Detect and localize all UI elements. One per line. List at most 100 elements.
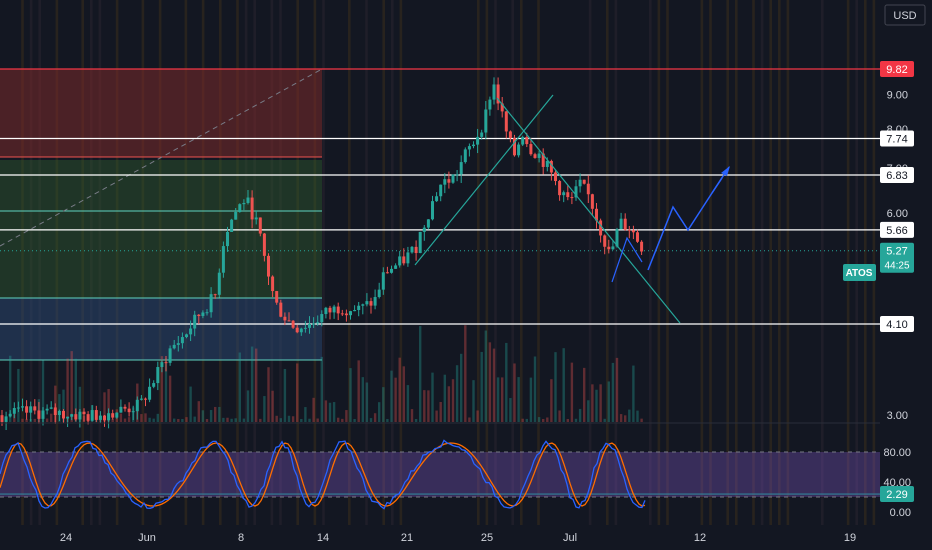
candle-body [353,310,357,312]
volume-bar [214,406,217,422]
price-axis[interactable]: USD 9.008.007.006.003.002.00 9.827.746.8… [880,0,932,550]
candle-body [53,407,57,416]
price-label-box [880,130,914,147]
volume-bar [9,355,12,422]
volume-bar [222,417,225,422]
candle-body [21,406,24,408]
volume-bar [578,408,582,422]
volume-bar [181,418,184,422]
volume-bar [423,390,426,422]
currency-badge[interactable] [884,4,926,26]
volume-bar [263,396,266,422]
volume-bar [45,418,49,422]
time-axis[interactable]: 24 Jun 8 14 21 25 Jul 12 19 [0,525,932,550]
candle-body [595,208,598,221]
session-stripe [657,0,661,525]
volume-bar [119,413,123,422]
candle-body [37,410,41,419]
volume-bar [33,418,36,422]
candle-body [49,407,53,409]
volume-bar [21,418,24,422]
candle-body [570,197,574,199]
candle-body [623,218,627,230]
session-stripe [778,0,781,525]
price-label-text: 7.74 [886,133,907,145]
volume-bar [345,410,348,422]
diagonal-dashed-line [0,68,323,247]
candle-body [226,231,229,247]
candle-body [148,386,152,400]
candle-body [287,320,291,322]
candle-body [250,197,254,220]
candle-body [463,149,467,163]
candles [0,77,644,430]
x-tick-label: 24 [60,532,72,544]
countdown-text: 44:25 [884,261,909,272]
candle-body [500,103,504,112]
volume-bar [378,402,381,422]
volume-bar [369,418,373,422]
volume-bar [312,397,315,422]
session-stripe [872,0,876,525]
session-stripe [365,0,368,525]
volume-bar [271,390,274,422]
candle-body [119,406,123,413]
volume-bar [419,326,422,422]
session-stripe [270,0,274,525]
price-label-text: 5.27 [886,246,907,258]
volume-bar [275,415,278,422]
candle-body [558,181,562,196]
candle-body [611,246,615,250]
price-label-box [880,61,914,77]
volume-bar [234,418,237,422]
volume-bar [615,357,619,422]
candle-body [94,410,98,420]
volume-bar [17,368,20,422]
candle-body [431,201,434,220]
session-stripe [477,0,480,525]
session-stripe [537,0,540,525]
flag-triangle [611,236,643,283]
volume-bar [484,330,487,422]
stoch-k-line [0,439,646,510]
candle-body [566,192,570,198]
volume-bar [505,342,508,422]
candle-body [312,323,316,325]
session-stripe [485,0,489,525]
candle-body [467,146,471,150]
price-label-box [880,242,914,273]
volume-bar [365,382,369,422]
candle-body [168,348,172,363]
volume-bar [382,387,385,422]
candle-body [504,111,508,132]
volume-bar [414,418,418,422]
price-axis-bg [880,0,932,550]
candle-body [422,227,426,232]
session-stripe [709,0,712,525]
x-tick-label: 8 [238,532,244,544]
volume-bar [168,375,172,422]
volume-bar [324,400,328,422]
price-label-box [880,167,914,184]
session-stripe [760,0,764,525]
y-tick-label: 3.00 [887,410,908,422]
volume-bar [607,381,610,422]
session-stripe [786,0,790,525]
volume-bar [460,353,463,422]
session-stripe [494,0,497,525]
volume-bar [103,392,106,422]
session-stripe [700,0,704,525]
session-stripe [115,0,119,525]
candle-body [234,212,238,220]
candle-body [574,186,578,198]
candle-body [98,415,102,420]
session-stripe [821,0,824,525]
volume-bar [451,379,455,422]
zone-red [0,69,322,157]
candle-body [365,301,369,305]
volume-bar [566,418,569,422]
volume-bar [349,368,352,422]
volume-bar [546,417,549,422]
session-stripe [29,0,33,525]
